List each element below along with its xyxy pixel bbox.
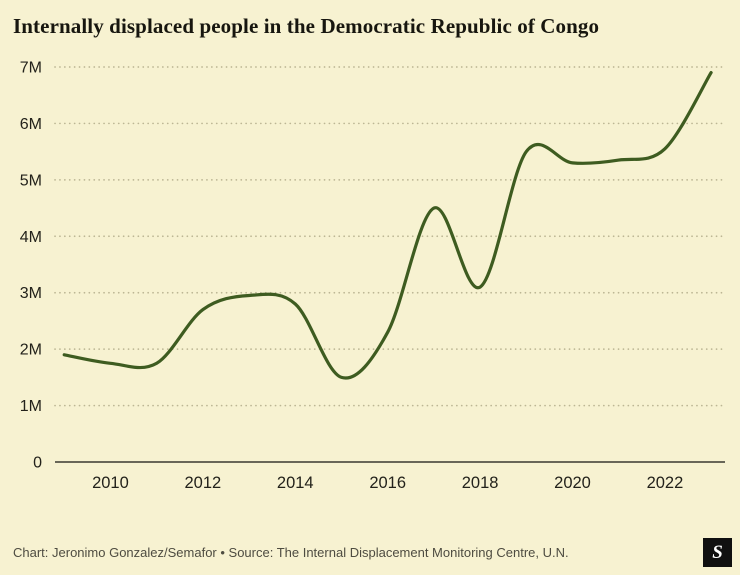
x-tick-label: 2010: [92, 474, 129, 492]
y-tick-label: 6M: [20, 116, 42, 133]
y-tick-label: 3M: [20, 285, 42, 302]
attribution-text: Chart: Jeronimo Gonzalez/Semafor • Sourc…: [13, 545, 569, 560]
y-tick-label: 4M: [20, 229, 42, 246]
footer: Chart: Jeronimo Gonzalez/Semafor • Sourc…: [13, 538, 732, 567]
x-tick-label: 2018: [462, 474, 499, 492]
semafor-logo-letter: S: [712, 542, 723, 563]
x-tick-label: 2016: [369, 474, 406, 492]
chart-title: Internally displaced people in the Democ…: [13, 14, 600, 38]
x-tick-label: 2022: [647, 474, 684, 492]
y-tick-label: 2M: [20, 342, 42, 359]
x-tick-label: 2014: [277, 474, 314, 492]
line-chart: 0 1M 2M 3M 4M 5M 6M 7M 2010 2012 2014 2016 2018 2020 2…: [20, 60, 726, 492]
y-tick-label: 5M: [20, 172, 42, 189]
semafor-logo: S: [703, 538, 732, 567]
x-tick-label: 2020: [554, 474, 591, 492]
y-tick-label: 0: [33, 455, 42, 472]
y-tick-label: 1M: [20, 398, 42, 415]
y-tick-label: 7M: [20, 60, 42, 77]
series-line: [62, 71, 713, 380]
x-tick-label: 2012: [185, 474, 222, 492]
